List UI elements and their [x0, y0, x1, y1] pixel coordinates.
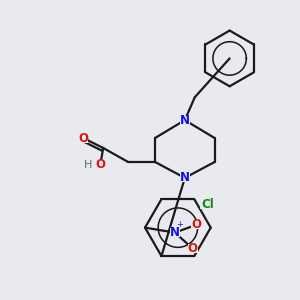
Text: O: O [95, 158, 105, 171]
Text: O: O [78, 132, 88, 145]
Text: -: - [205, 215, 208, 225]
FancyBboxPatch shape [170, 228, 180, 237]
Text: N: N [180, 114, 190, 127]
Text: H: H [84, 160, 92, 170]
FancyBboxPatch shape [78, 134, 88, 142]
FancyBboxPatch shape [191, 220, 203, 229]
FancyBboxPatch shape [95, 160, 105, 169]
Text: +: + [176, 220, 183, 229]
Text: N: N [170, 226, 180, 239]
Text: Cl: Cl [202, 198, 214, 211]
Text: N: N [180, 171, 190, 184]
FancyBboxPatch shape [188, 244, 198, 253]
Text: O: O [192, 218, 202, 231]
FancyBboxPatch shape [200, 199, 216, 209]
Text: O: O [188, 242, 198, 255]
FancyBboxPatch shape [180, 173, 190, 182]
FancyBboxPatch shape [180, 116, 190, 124]
